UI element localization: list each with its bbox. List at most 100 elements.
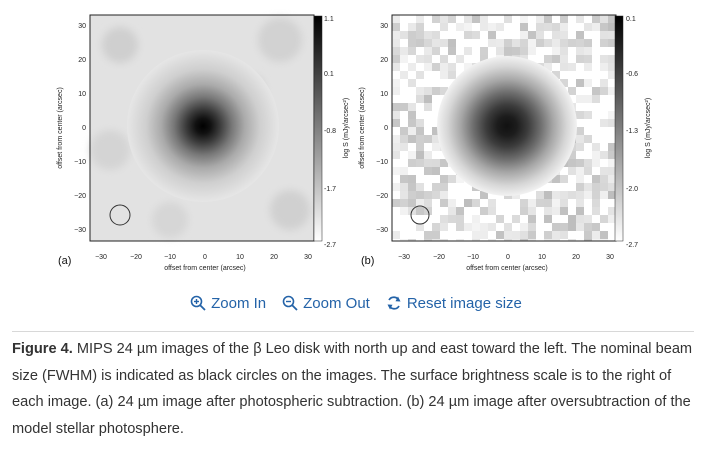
noise-cell [464, 15, 472, 23]
reset-icon [387, 296, 401, 310]
panel-b-ytick: −10 [376, 159, 388, 166]
noise-cell [520, 223, 528, 231]
noise-cell [600, 63, 608, 71]
noise-cell [480, 191, 488, 199]
noise-cell [408, 31, 416, 39]
noise-cell [448, 31, 456, 39]
noise-cell [592, 127, 600, 135]
noise-cell [592, 199, 600, 207]
noise-cell [520, 23, 528, 31]
reset-image-size-button[interactable]: Reset image size [386, 295, 522, 312]
noise-cell [400, 159, 408, 167]
noise-cell [592, 103, 600, 111]
noise-cell [600, 199, 608, 207]
zoom-in-icon [190, 295, 206, 311]
noise-cell [424, 31, 432, 39]
noise-cell [408, 231, 416, 239]
panel-b-ytick: 30 [380, 23, 388, 30]
noise-cell [392, 111, 400, 119]
panel-b-ytick: −30 [376, 227, 388, 234]
noise-cell [400, 223, 408, 231]
noise-cell [584, 143, 592, 151]
noise-cell [456, 63, 464, 71]
noise-cell [576, 63, 584, 71]
noise-cell [584, 31, 592, 39]
noise-cell [584, 215, 592, 223]
noise-cell [400, 31, 408, 39]
noise-cell [432, 87, 440, 95]
noise-cell [464, 191, 472, 199]
noise-cell [592, 39, 600, 47]
noise-cell [608, 95, 616, 103]
noise-cell [416, 159, 424, 167]
noise-cell [560, 191, 568, 199]
noise-cell [392, 119, 400, 127]
noise-cell [416, 31, 424, 39]
noise-cell [392, 239, 400, 241]
noise-cell [424, 143, 432, 151]
noise-cell [592, 135, 600, 143]
noise-cell [576, 87, 584, 95]
noise-cell [392, 143, 400, 151]
panel-a-xtick: 10 [236, 254, 244, 261]
noise-cell [552, 15, 560, 23]
noise-cell [568, 199, 576, 207]
noise-cell [592, 87, 600, 95]
noise-cell [416, 199, 424, 207]
noise-cell [416, 175, 424, 183]
noise-cell [448, 199, 456, 207]
noise-cell [544, 15, 552, 23]
noise-cell [512, 39, 520, 47]
noise-cell [440, 223, 448, 231]
noise-cell [416, 63, 424, 71]
noise-cell [600, 55, 608, 63]
noise-cell [472, 239, 480, 241]
noise-cell [448, 231, 456, 239]
noise-cell [544, 31, 552, 39]
noise-cell [608, 71, 616, 79]
noise-cell [544, 207, 552, 215]
figure: 1.1 0.1 -0.8 -1.7 -2.7 log S (mJy/arcsec… [57, 14, 652, 272]
noise-cell [392, 215, 400, 223]
noise-cell [520, 231, 528, 239]
noise-cell [504, 223, 512, 231]
noise-cell [512, 199, 520, 207]
noise-cell [480, 15, 488, 23]
noise-cell [424, 135, 432, 143]
noise-cell [480, 23, 488, 31]
noise-cell [600, 95, 608, 103]
noise-cell [488, 23, 496, 31]
noise-cell [568, 239, 576, 241]
noise-cell [400, 55, 408, 63]
noise-cell [472, 215, 480, 223]
noise-cell [608, 39, 616, 47]
noise-cell [432, 79, 440, 87]
noise-cell [432, 167, 440, 175]
noise-cell [416, 79, 424, 87]
noise-cell [600, 167, 608, 175]
noise-cell [456, 215, 464, 223]
noise-cell [608, 191, 616, 199]
caption-lead: Figure 4. [12, 341, 73, 357]
noise-cell [400, 135, 408, 143]
zoom-out-button[interactable]: Zoom Out [282, 295, 370, 312]
noise-cell [600, 39, 608, 47]
noise-cell [512, 215, 520, 223]
noise-cell [536, 15, 544, 23]
zoom-in-button[interactable]: Zoom In [190, 295, 266, 312]
noise-cell [504, 215, 512, 223]
noise-cell [552, 183, 560, 191]
noise-cell [552, 63, 560, 71]
noise-cell [472, 223, 480, 231]
noise-cell [584, 183, 592, 191]
noise-cell [432, 135, 440, 143]
panel-a-cbar-label: log S (mJy/arcsec²) [343, 98, 350, 158]
noise-cell [400, 95, 408, 103]
noise-cell [592, 231, 600, 239]
zoom-in-label: Zoom In [211, 294, 267, 312]
noise-cell [600, 103, 608, 111]
noise-cell [416, 39, 424, 47]
noise-cell [608, 199, 616, 207]
noise-cell [608, 15, 616, 23]
noise-cell [544, 231, 552, 239]
